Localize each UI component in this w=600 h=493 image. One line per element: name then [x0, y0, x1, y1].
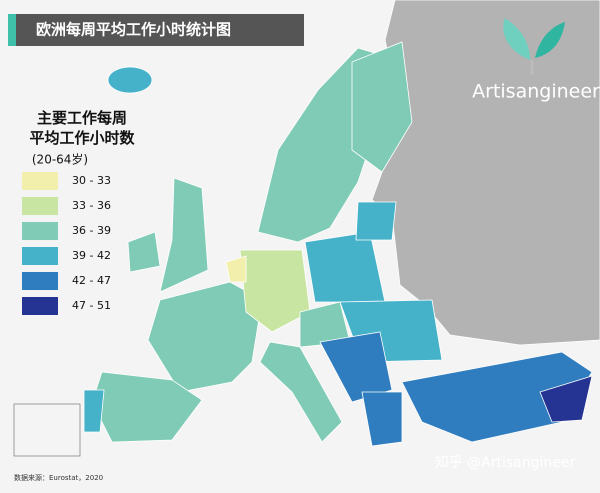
title-bar — [8, 14, 304, 46]
legend-label: 39 - 42 — [72, 249, 111, 262]
legend-subtitle: (20-64岁) — [32, 152, 88, 167]
country — [351, 41, 413, 173]
country — [159, 177, 209, 293]
country — [539, 375, 593, 423]
country — [127, 231, 161, 273]
legend-swatch — [22, 297, 58, 315]
country — [107, 66, 153, 94]
country — [239, 249, 311, 333]
country — [355, 201, 397, 241]
legend-label: 36 - 39 — [72, 224, 111, 237]
title-accent — [8, 14, 16, 46]
country — [225, 255, 247, 283]
country — [361, 391, 403, 447]
country — [401, 351, 593, 443]
country — [319, 331, 393, 403]
source: 数据来源：Eurostat，2020 — [14, 473, 103, 482]
legend: 30 - 33 33 - 36 36 - 39 39 - 42 42 - 47 47 - … — [22, 172, 111, 315]
legend-label: 42 - 47 — [72, 274, 111, 287]
inset-frame — [13, 403, 81, 457]
country — [147, 281, 263, 393]
legend-title: 主要工作每周平均工作小时数 — [29, 109, 135, 147]
legend-swatch — [22, 272, 58, 290]
country — [83, 389, 105, 433]
logo — [503, 18, 565, 75]
title: 欧洲每周平均工作小时统计图 — [36, 21, 231, 39]
legend-swatch — [22, 222, 58, 240]
land — [83, 0, 600, 447]
country — [259, 341, 343, 443]
legend-swatch — [22, 197, 58, 215]
legend-label: 47 - 51 — [72, 299, 111, 312]
legend-label: 33 - 36 — [72, 199, 111, 212]
legend-swatch — [22, 247, 58, 265]
legend-swatch — [22, 172, 58, 190]
watermark: 知乎 @Artisangineer — [435, 454, 576, 471]
brand: Artisangineer — [472, 81, 600, 103]
legend-label: 30 - 33 — [72, 174, 111, 187]
